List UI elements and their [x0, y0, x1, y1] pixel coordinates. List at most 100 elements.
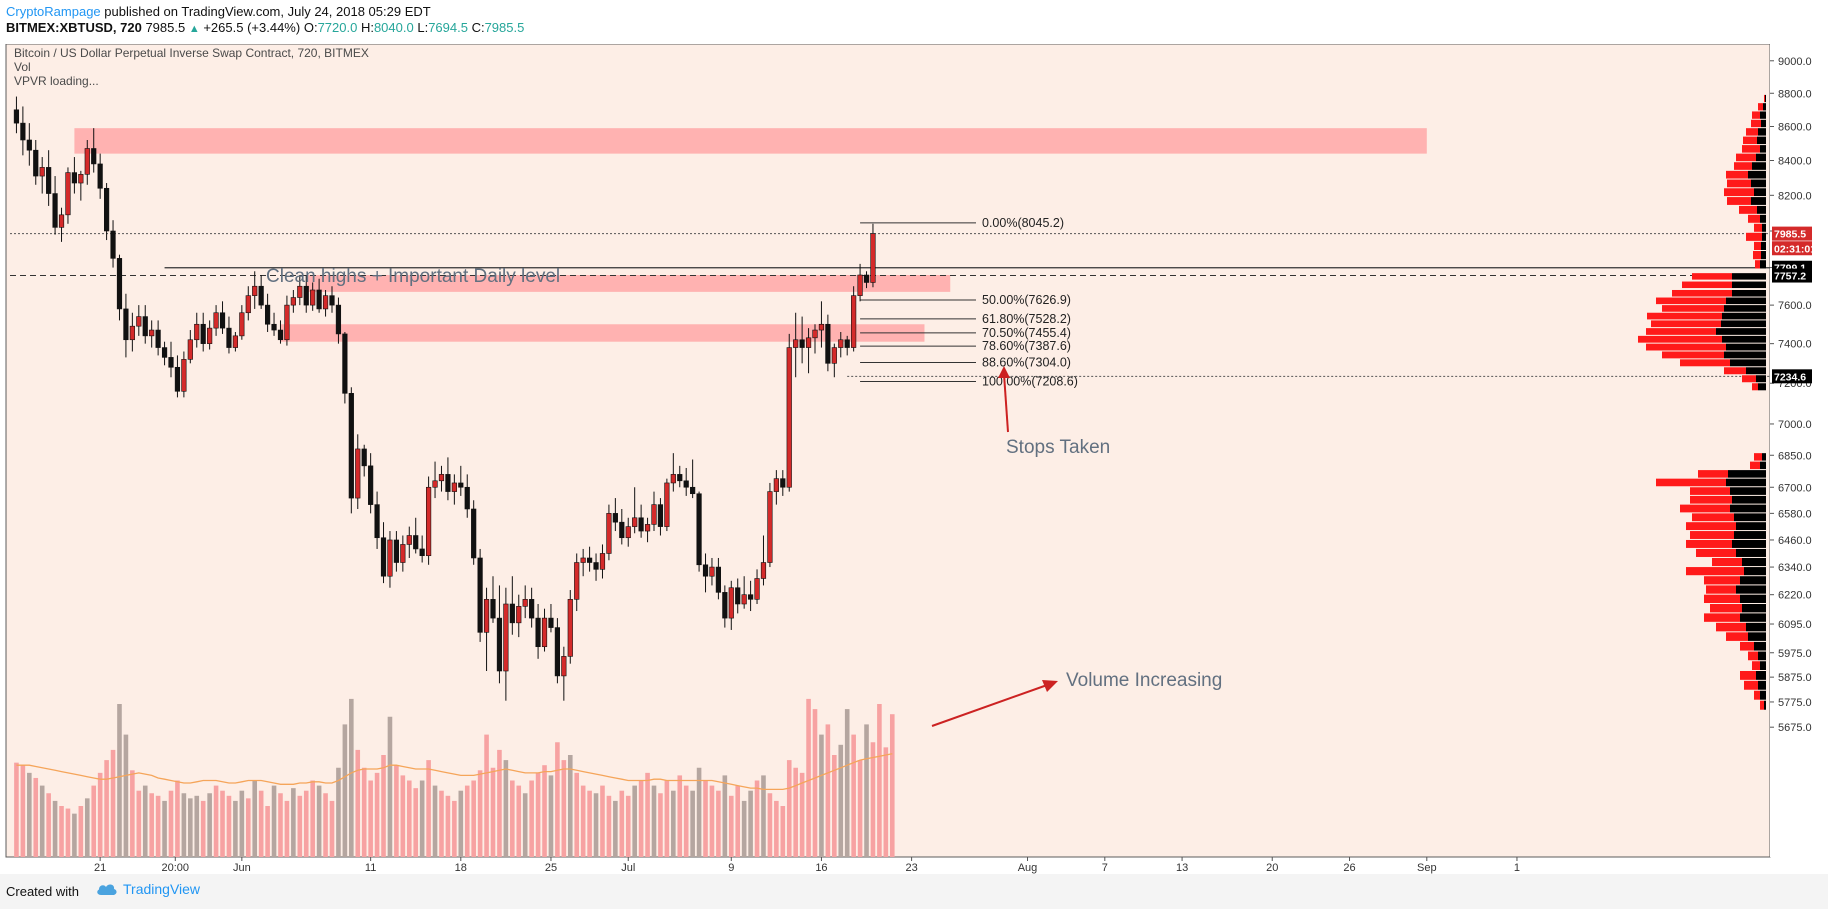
candle-up[interactable]	[322, 295, 329, 310]
candle-up[interactable]	[78, 174, 84, 184]
price-axis[interactable]: 9000.08800.08600.08400.08200.08000.07800…	[1770, 44, 1828, 857]
candle-down[interactable]	[657, 504, 664, 527]
candle-down[interactable]	[316, 289, 322, 310]
chart-container[interactable]: 0.00%(8045.2) 50.00%(7626.9) 61.80%(7528.2…	[0, 43, 1828, 874]
candle-up[interactable]	[297, 285, 303, 298]
candle-up[interactable]	[580, 557, 586, 563]
candle-up[interactable]	[632, 517, 638, 527]
price-axis-background[interactable]	[1770, 44, 1828, 857]
candle-up[interactable]	[39, 167, 45, 177]
candle-up[interactable]	[767, 491, 773, 563]
candle-up[interactable]	[870, 233, 876, 283]
candle-up[interactable]	[754, 578, 760, 600]
candle-up[interactable]	[574, 562, 580, 600]
candle-up[interactable]	[644, 524, 651, 532]
candle-up[interactable]	[812, 329, 818, 339]
candle-down[interactable]	[393, 539, 400, 563]
candle-down[interactable]	[13, 109, 20, 124]
candle-down[interactable]	[219, 312, 226, 329]
candle-down[interactable]	[26, 139, 32, 151]
candle-down[interactable]	[226, 327, 232, 348]
candle-up[interactable]	[805, 337, 812, 348]
candle-down[interactable]	[593, 562, 599, 570]
candle-up[interactable]	[194, 323, 200, 341]
candle-down[interactable]	[174, 366, 181, 392]
plot-area[interactable]	[5, 43, 1771, 858]
time-axis[interactable]: 21 20:00 Jun 11 18 25 Jul 9 16 23 Aug 7 13 20 26 Sep 1	[94, 857, 1520, 874]
candle-up[interactable]	[232, 335, 239, 348]
candle-up[interactable]	[207, 327, 213, 344]
candle-down[interactable]	[168, 357, 174, 368]
candle-up[interactable]	[741, 594, 747, 605]
candle-down[interactable]	[142, 316, 148, 337]
candle-up[interactable]	[387, 539, 393, 577]
candle-down[interactable]	[361, 448, 367, 467]
candle-down[interactable]	[715, 566, 721, 593]
candle-down[interactable]	[496, 617, 503, 672]
candle-up[interactable]	[541, 617, 548, 648]
candle-up[interactable]	[65, 172, 71, 216]
candle-down[interactable]	[548, 617, 554, 628]
candle-up[interactable]	[438, 474, 445, 482]
candle-down[interactable]	[477, 557, 483, 633]
candle-down[interactable]	[380, 537, 387, 577]
candle-up[interactable]	[831, 347, 837, 364]
candle-up[interactable]	[284, 304, 290, 341]
candle-down[interactable]	[277, 329, 284, 341]
candle-down[interactable]	[200, 323, 206, 344]
candle-down[interactable]	[374, 504, 380, 539]
candle-up[interactable]	[213, 312, 219, 329]
resistance-zone[interactable]	[306, 275, 951, 292]
tradingview-brand[interactable]: TradingView	[96, 881, 200, 897]
candle-down[interactable]	[586, 557, 593, 563]
candle-up[interactable]	[406, 535, 412, 545]
candle-down[interactable]	[161, 347, 168, 358]
candle-down[interactable]	[696, 493, 702, 566]
candle-up[interactable]	[522, 599, 528, 607]
candle-up[interactable]	[503, 603, 509, 672]
author-link[interactable]: CryptoRampage	[6, 4, 101, 19]
candle-down[interactable]	[413, 535, 419, 550]
price-chart[interactable]: 0.00%(8045.2) 50.00%(7626.9) 61.80%(7528.2…	[0, 43, 1828, 874]
candle-down[interactable]	[464, 486, 470, 510]
candle-up[interactable]	[245, 295, 251, 314]
candle-down[interactable]	[863, 274, 870, 283]
candle-down[interactable]	[612, 513, 618, 523]
candle-down[interactable]	[71, 172, 77, 184]
candle-up[interactable]	[857, 274, 863, 296]
candle-down[interactable]	[471, 508, 477, 559]
candle-up[interactable]	[651, 504, 657, 525]
candle-down[interactable]	[116, 258, 123, 310]
candle-up[interactable]	[239, 312, 245, 337]
candle-down[interactable]	[348, 393, 354, 499]
resistance-zone[interactable]	[74, 128, 1427, 154]
candle-down[interactable]	[342, 333, 348, 394]
candle-down[interactable]	[110, 230, 116, 259]
candle-down[interactable]	[747, 594, 754, 600]
candle-down[interactable]	[303, 285, 309, 306]
candle-up[interactable]	[561, 656, 567, 677]
candle-down[interactable]	[509, 603, 515, 624]
candle-down[interactable]	[619, 521, 625, 539]
candle-down[interactable]	[780, 478, 786, 488]
candle-up[interactable]	[599, 553, 606, 570]
candle-down[interactable]	[702, 564, 709, 577]
candle-up[interactable]	[818, 323, 825, 331]
candle-down[interactable]	[445, 474, 451, 492]
candle-down[interactable]	[368, 465, 374, 505]
candle-up[interactable]	[838, 339, 844, 348]
candle-down[interactable]	[735, 587, 741, 605]
candle-up[interactable]	[773, 478, 779, 492]
candle-down[interactable]	[104, 187, 110, 232]
candle-down[interactable]	[638, 517, 644, 532]
candle-up[interactable]	[187, 339, 193, 360]
candle-down[interactable]	[264, 304, 271, 325]
candle-down[interactable]	[271, 323, 277, 331]
candle-down[interactable]	[722, 592, 728, 619]
candle-up[interactable]	[400, 544, 406, 563]
candle-down[interactable]	[458, 482, 464, 488]
candle-up[interactable]	[355, 448, 361, 499]
candle-down[interactable]	[690, 486, 696, 495]
candle-down[interactable]	[123, 308, 129, 341]
candle-up[interactable]	[786, 347, 792, 488]
